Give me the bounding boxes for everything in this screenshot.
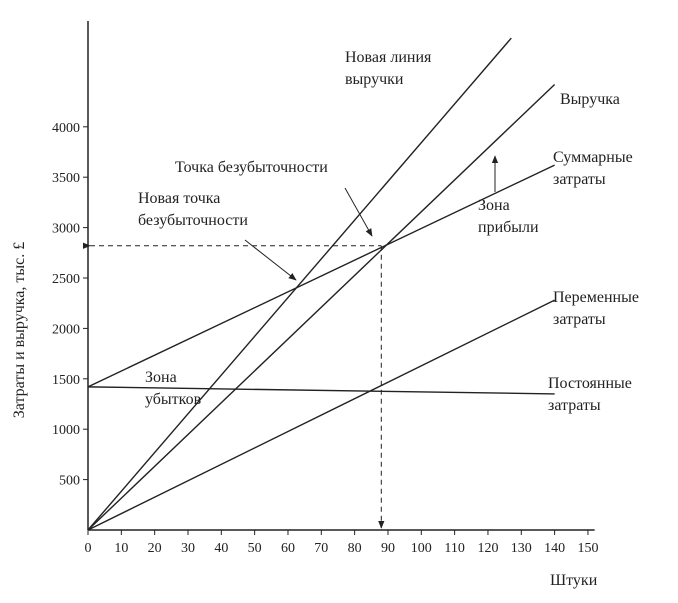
- annotation: Точка безубыточности: [175, 159, 328, 176]
- y-tick-label: 2000: [52, 322, 80, 337]
- annotation-arrow: [344, 187, 373, 237]
- y-tick-label: 500: [59, 474, 80, 489]
- y-axis-label: Затраты и выручка, тыс. £: [11, 242, 28, 419]
- annotation: Новая точка безубыточности: [138, 190, 248, 229]
- annotation: Зона прибыли: [478, 197, 539, 236]
- series-label: Переменные затраты: [553, 289, 643, 328]
- x-tick-label: 110: [444, 541, 464, 556]
- x-tick-label: 40: [214, 541, 228, 556]
- x-tick-label: 0: [85, 541, 92, 556]
- x-tick-label: 70: [314, 541, 328, 556]
- y-tick-label: 3500: [52, 171, 80, 186]
- annotation: Зона убытков: [145, 369, 202, 408]
- series-line: [87, 299, 555, 531]
- x-tick-label: 90: [381, 541, 395, 556]
- y-tick-label: 1000: [52, 423, 80, 438]
- x-axis-label: Штуки: [550, 572, 598, 589]
- series-line: [87, 37, 512, 531]
- y-tick-label: 2500: [52, 272, 80, 287]
- y-tick-label: 3000: [52, 222, 80, 237]
- series-label: Новая линия выручки: [345, 49, 435, 88]
- series-label: Суммарные затраты: [553, 149, 637, 188]
- series-label: Выручка: [560, 91, 620, 108]
- x-tick-label: 10: [114, 541, 128, 556]
- x-tick-label: 130: [511, 541, 532, 556]
- series-line: [87, 83, 556, 531]
- x-tick-label: 80: [348, 541, 362, 556]
- series-line: [87, 164, 555, 388]
- x-tick-label: 30: [181, 541, 195, 556]
- x-tick-label: 20: [148, 541, 162, 556]
- y-tick-label: 1500: [52, 373, 80, 388]
- x-tick-label: 100: [411, 541, 432, 556]
- x-tick-label: 140: [544, 541, 565, 556]
- x-tick-label: 120: [477, 541, 498, 556]
- x-tick-label: 50: [248, 541, 262, 556]
- x-tick-label: 60: [281, 541, 295, 556]
- series-label: Постоянные затраты: [548, 375, 636, 414]
- x-tick-label: 150: [577, 541, 598, 556]
- series-line: [87, 386, 555, 395]
- y-tick-label: 4000: [52, 121, 80, 136]
- annotation-arrow: [244, 239, 297, 281]
